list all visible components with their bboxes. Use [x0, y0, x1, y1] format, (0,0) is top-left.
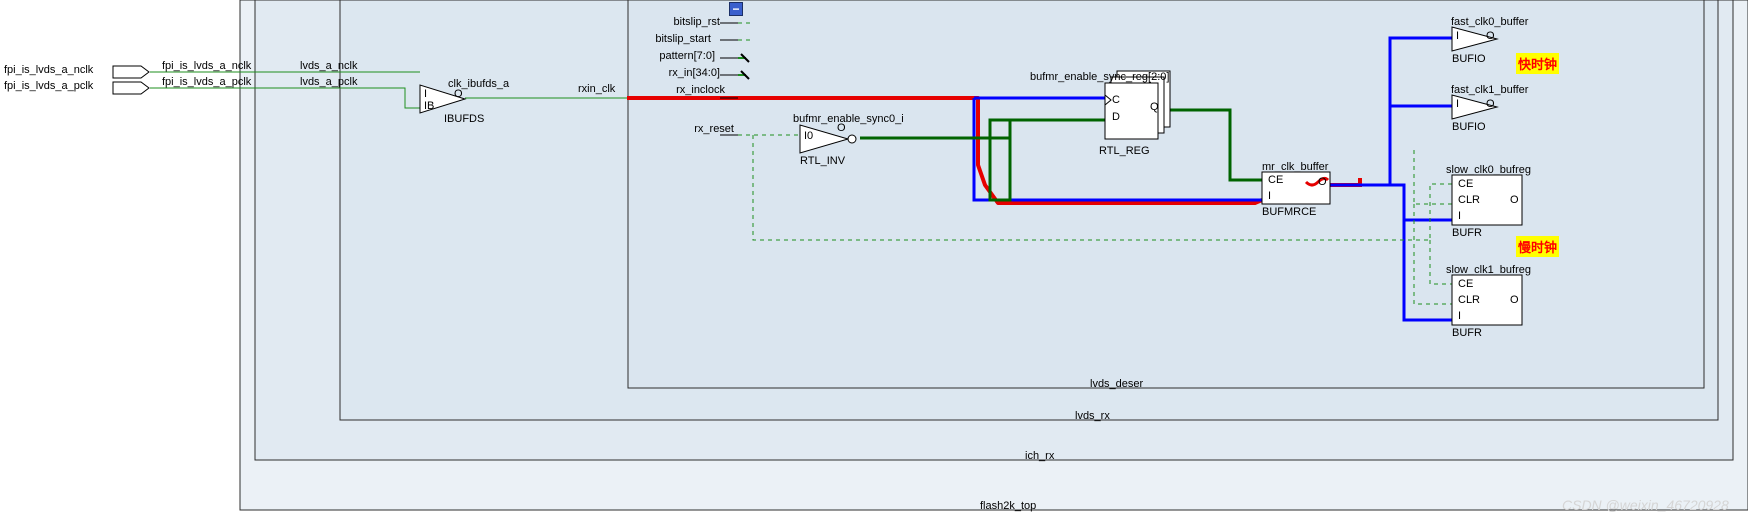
net-label: CLR: [1458, 294, 1480, 306]
net-label: O: [1486, 98, 1495, 110]
net-label: fast_clk1_buffer: [1451, 84, 1528, 96]
net-label: bufmr_enable_sync_reg[2:0]: [1030, 71, 1169, 83]
net-label: CLR: [1458, 194, 1480, 206]
net-label: lvds_a_nclk: [300, 60, 357, 72]
net-label: O: [1510, 194, 1519, 206]
net-label: IB: [424, 100, 434, 112]
net-label: slow_clk0_bufreg: [1446, 164, 1531, 176]
hierarchy-label: lvds_rx: [1075, 410, 1110, 422]
hierarchy-label: flash2k_top: [980, 500, 1036, 512]
net-label: fpi_is_lvds_a_pclk: [162, 76, 251, 88]
net-label: rx_in[34:0]: [660, 67, 720, 79]
collapse-icon[interactable]: −: [729, 2, 743, 16]
net-label: I: [1458, 210, 1461, 222]
input-port: fpi_is_lvds_a_nclk: [4, 64, 93, 76]
hierarchy-label: lvds_deser: [1090, 378, 1143, 390]
net-label: rxin_clk: [578, 83, 615, 95]
net-label: O: [1318, 176, 1327, 188]
net-label: CE: [1458, 278, 1473, 290]
net-label: lvds_a_pclk: [300, 76, 357, 88]
hierarchy-label: ich_rx: [1025, 450, 1054, 462]
net-label: BUFIO: [1452, 121, 1486, 133]
net-label: C: [1112, 94, 1120, 106]
net-label: RTL_INV: [800, 155, 845, 167]
annotation: 快时钟: [1516, 53, 1559, 74]
input-port: fpi_is_lvds_a_pclk: [4, 80, 93, 92]
net-label: fpi_is_lvds_a_nclk: [162, 60, 251, 72]
net-label: I0: [804, 130, 813, 142]
net-label: IBUFDS: [444, 113, 484, 125]
net-label: rx_reset: [674, 123, 734, 135]
net-label: BUFR: [1452, 227, 1482, 239]
net-label: I: [1458, 310, 1461, 322]
watermark: CSDN @weixin_46720928: [1562, 497, 1729, 513]
net-label: O: [454, 88, 463, 100]
net-label: pattern[7:0]: [655, 50, 715, 62]
net-label: bufmr_enable_sync0_i: [793, 113, 904, 125]
net-label: O: [1486, 30, 1495, 42]
net-label: RTL_REG: [1099, 145, 1150, 157]
net-label: slow_clk1_bufreg: [1446, 264, 1531, 276]
net-label: rx_inclock: [665, 84, 725, 96]
net-label: BUFMRCE: [1262, 206, 1316, 218]
net-label: I: [1456, 98, 1459, 110]
net-label: BUFR: [1452, 327, 1482, 339]
net-label: CE: [1268, 174, 1283, 186]
net-label: D: [1112, 111, 1120, 123]
schematic-svg: [0, 0, 1748, 525]
net-label: mr_clk_buffer: [1262, 161, 1328, 173]
net-label: I: [1268, 190, 1271, 202]
net-label: bitslip_start: [651, 33, 711, 45]
net-label: O: [1510, 294, 1519, 306]
net-label: I: [1456, 30, 1459, 42]
net-label: BUFIO: [1452, 53, 1486, 65]
net-label: fast_clk0_buffer: [1451, 16, 1528, 28]
net-label: I: [424, 88, 427, 100]
annotation: 慢时钟: [1516, 236, 1559, 257]
net-label: Q: [1150, 101, 1159, 113]
net-label: CE: [1458, 178, 1473, 190]
net-label: bitslip_rst: [660, 16, 720, 28]
net-label: O: [837, 122, 846, 134]
